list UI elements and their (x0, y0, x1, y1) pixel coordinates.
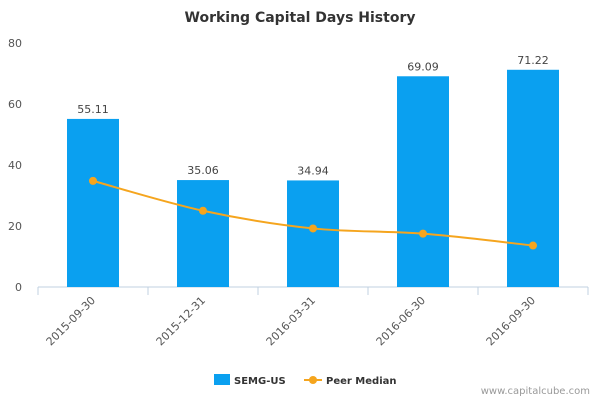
y-axis: 0 20 40 60 80 (8, 37, 22, 294)
y-tick-label: 20 (8, 220, 22, 233)
credit-text: www.capitalcube.com (481, 386, 590, 397)
line-point (529, 241, 537, 250)
bar-series: 55.11 35.06 34.94 69.09 71.22 (67, 54, 559, 288)
line-series (89, 176, 537, 250)
bar-data-label: 55.11 (77, 103, 109, 116)
line-point (309, 224, 317, 233)
x-axis: 2015-09-30 2015-12-31 2016-03-31 2016-06-30… (37, 286, 589, 348)
line-point (199, 206, 207, 215)
bar (507, 69, 559, 288)
x-tick-label: 2015-12-31 (154, 294, 208, 348)
legend-label-semg: SEMG-US (234, 376, 286, 387)
y-tick-label: 60 (8, 98, 22, 111)
legend-label-peer: Peer Median (326, 376, 397, 387)
chart-title: Working Capital Days History (185, 10, 416, 26)
x-tick-label: 2015-09-30 (44, 294, 98, 348)
bar-data-label: 34.94 (297, 164, 329, 177)
bar (287, 180, 339, 287)
y-tick-label: 0 (15, 281, 22, 294)
line-point (89, 176, 97, 185)
x-tick-label: 2016-09-30 (484, 294, 538, 348)
legend: SEMG-US Peer Median (214, 374, 397, 387)
bar (397, 76, 449, 287)
bar (177, 180, 229, 287)
bar-data-label: 71.22 (517, 54, 549, 67)
y-tick-label: 80 (8, 37, 22, 50)
legend-marker-peer (309, 376, 317, 384)
bar-data-label: 69.09 (407, 60, 439, 73)
legend-swatch-semg (214, 374, 230, 385)
x-tick-label: 2016-06-30 (374, 294, 428, 348)
y-tick-label: 40 (8, 159, 22, 172)
x-tick-label: 2016-03-31 (264, 294, 318, 348)
bar (67, 118, 119, 288)
bar-data-label: 35.06 (187, 164, 219, 177)
line-point (419, 229, 427, 238)
